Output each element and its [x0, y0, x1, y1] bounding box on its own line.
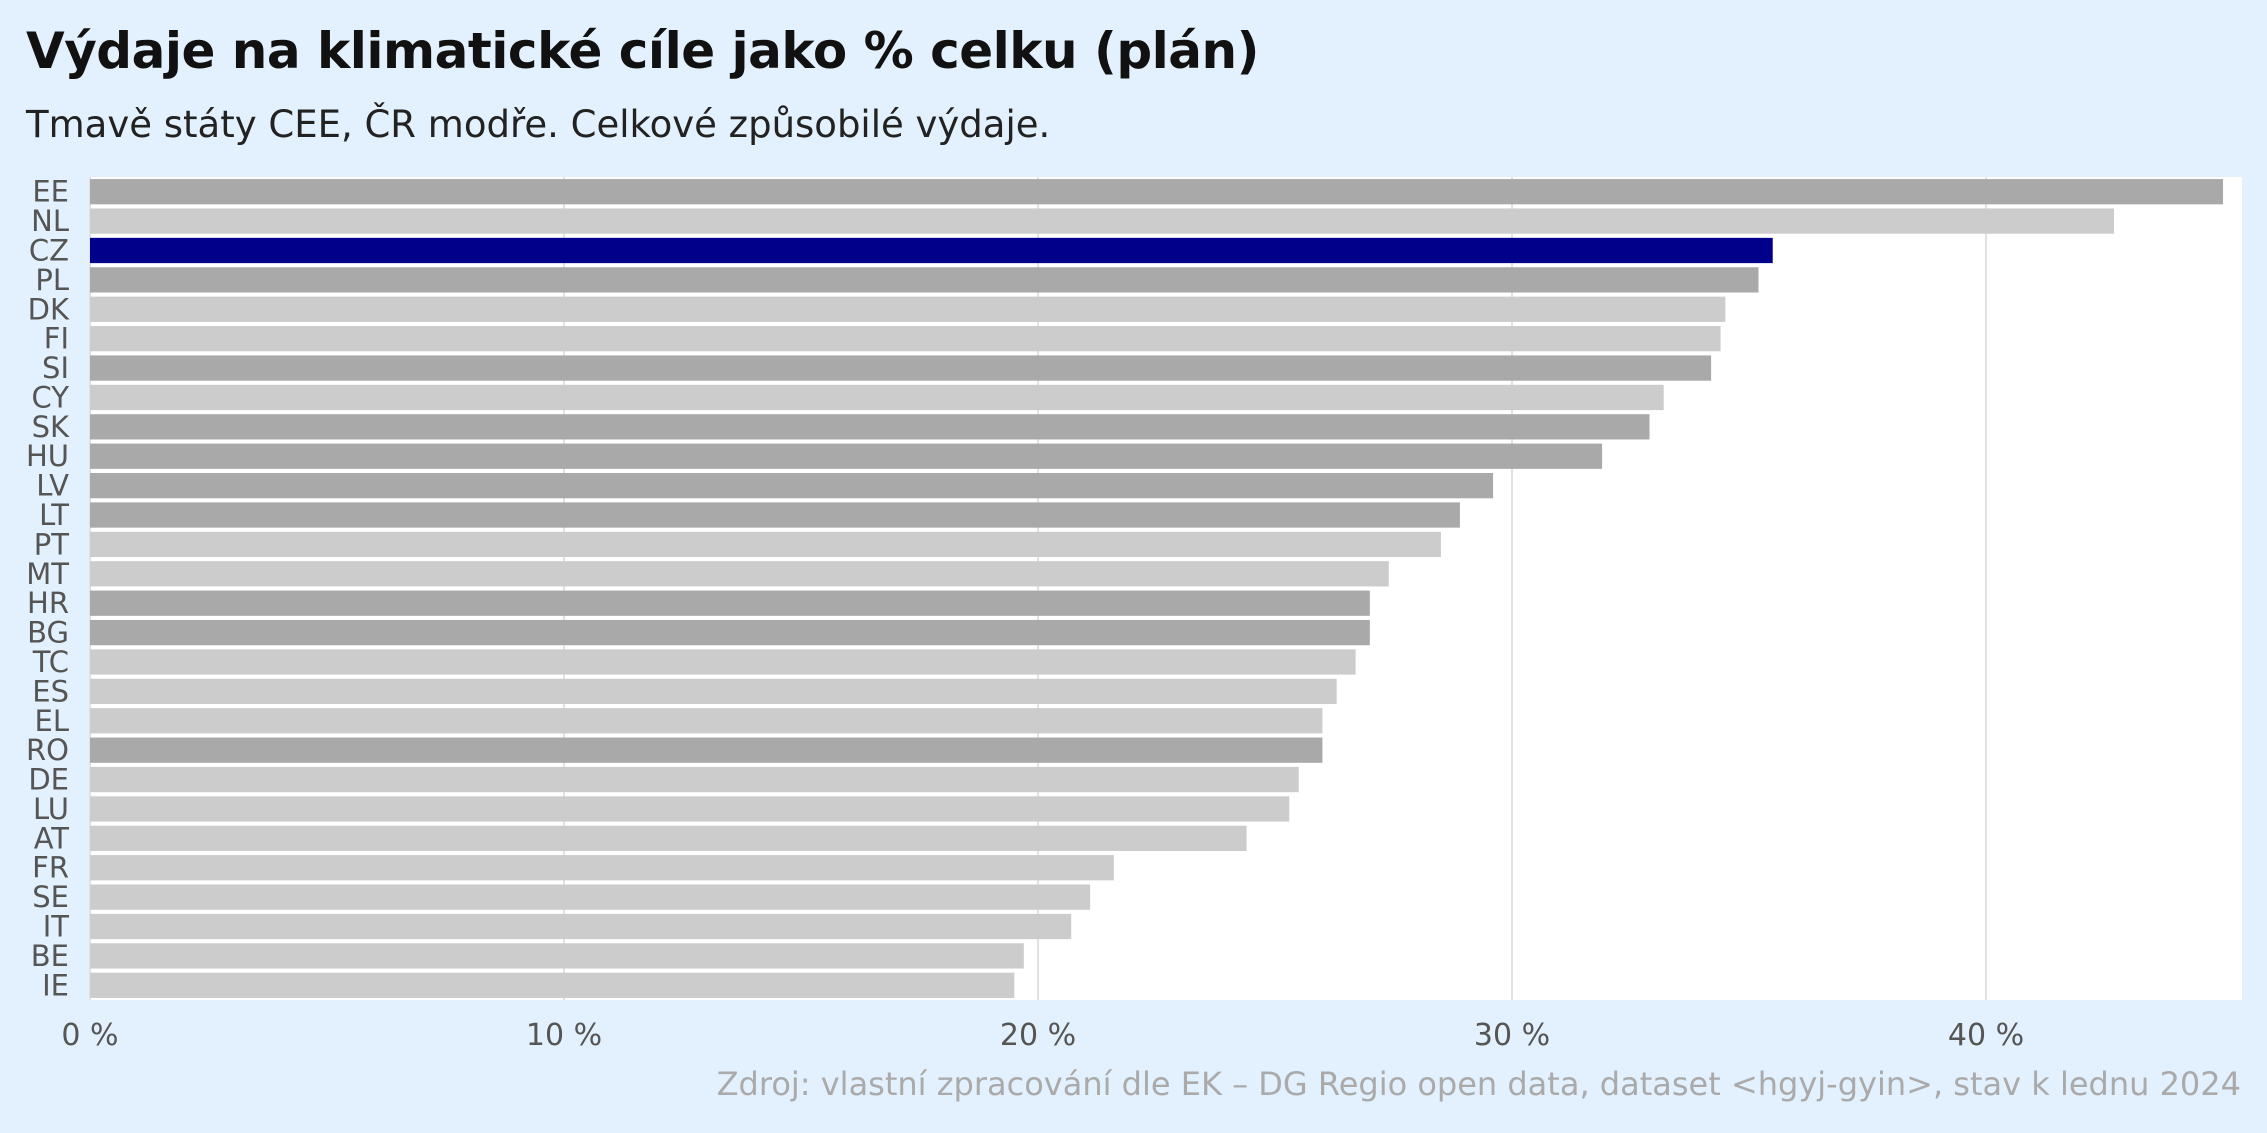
bar-fi: [90, 326, 1721, 352]
y-tick-label: PT: [34, 527, 69, 561]
y-tick-label: SK: [32, 410, 70, 444]
y-tick-label: PL: [35, 263, 69, 297]
bar-hr: [90, 590, 1370, 616]
bar-ie: [90, 972, 1015, 998]
y-tick-label: DK: [28, 292, 70, 326]
y-tick-label: FR: [32, 851, 69, 885]
y-tick-label: DE: [28, 763, 69, 797]
bar-at: [90, 825, 1247, 851]
chart-title: Výdaje na klimatické cíle jako % celku (…: [26, 22, 1260, 80]
x-tick-label: 0 %: [61, 1018, 118, 1053]
y-tick-label: NL: [31, 204, 69, 238]
y-tick-label: AT: [34, 821, 70, 855]
y-tick-label: HR: [27, 586, 69, 620]
bar-se: [90, 884, 1091, 910]
y-tick-label: LV: [36, 469, 69, 503]
x-tick-label: 10 %: [526, 1018, 602, 1053]
bar-tc: [90, 649, 1356, 675]
chart-subtitle: Tmavě státy CEE, ČR modře. Celkové způso…: [26, 103, 1051, 146]
bar-mt: [90, 561, 1389, 587]
bar-ro: [90, 737, 1323, 763]
y-tick-label: FI: [44, 322, 69, 356]
y-tick-label: IT: [43, 910, 70, 944]
x-tick-label: 20 %: [1000, 1018, 1076, 1053]
y-axis-labels: EENLCZPLDKFISICYSKHULVLTPTMTHRBGTCESELRO…: [26, 175, 70, 1003]
bar-hu: [90, 443, 1603, 469]
y-tick-label: CY: [32, 380, 70, 414]
bar-pl: [90, 267, 1759, 293]
y-tick-label: SE: [32, 880, 69, 914]
bar-lv: [90, 472, 1494, 499]
bar-dk: [90, 296, 1726, 322]
bar-it: [90, 913, 1072, 940]
bar-lt: [90, 502, 1460, 528]
x-tick-label: 40 %: [1948, 1018, 2024, 1053]
y-tick-label: BG: [27, 616, 69, 650]
bar-ee: [90, 179, 2224, 205]
bar-sk: [90, 414, 1650, 440]
y-tick-label: EL: [35, 704, 69, 738]
y-tick-label: ES: [32, 674, 69, 708]
x-tick-label: 30 %: [1474, 1018, 1550, 1053]
bar-be: [90, 943, 1024, 969]
x-axis-labels: 0 % 10 % 20 % 30 % 40 %: [61, 1018, 2024, 1053]
bar-cz: [90, 237, 1773, 264]
bar-bg: [90, 619, 1370, 646]
bar-es: [90, 678, 1337, 705]
y-tick-label: CZ: [29, 233, 69, 267]
y-tick-label: SI: [42, 351, 69, 385]
bar-lu: [90, 796, 1290, 822]
y-tick-label: EE: [32, 175, 69, 209]
y-tick-label: LT: [39, 498, 69, 532]
bar-pt: [90, 531, 1441, 558]
y-tick-label: TC: [32, 645, 69, 679]
bar-de: [90, 766, 1299, 793]
bar-si: [90, 355, 1712, 381]
bars-group: [90, 179, 2224, 998]
y-tick-label: LU: [33, 792, 69, 826]
y-tick-label: MT: [26, 557, 69, 591]
y-tick-label: BE: [31, 939, 69, 973]
y-tick-label: IE: [42, 968, 69, 1002]
bar-nl: [90, 208, 2115, 234]
bar-fr: [90, 855, 1114, 881]
y-tick-label: HU: [26, 439, 69, 473]
y-tick-label: RO: [26, 733, 69, 767]
bar-cy: [90, 384, 1664, 411]
source-caption: Zdroj: vlastní zpracování dle EK – DG Re…: [716, 1065, 2241, 1103]
bar-el: [90, 708, 1323, 734]
